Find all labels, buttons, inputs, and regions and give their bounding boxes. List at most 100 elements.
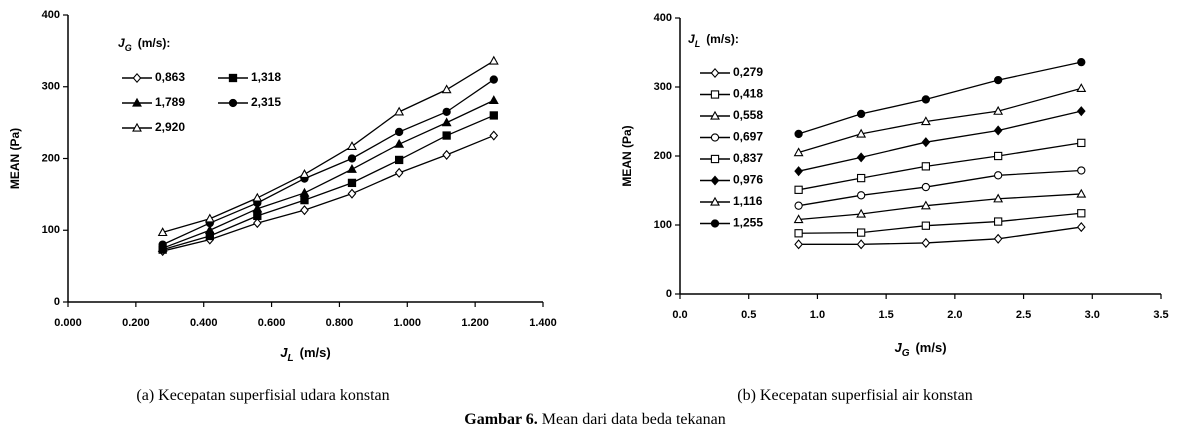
legend-label: 1,255 xyxy=(733,216,763,230)
marker xyxy=(253,211,262,221)
marker xyxy=(1077,209,1086,218)
legend-label: 0,863 xyxy=(155,70,185,84)
marker xyxy=(489,111,498,120)
y-tick-label: 200 xyxy=(654,150,672,162)
caption-label: Gambar 6. xyxy=(464,411,537,428)
y-tick-label: 300 xyxy=(42,81,60,93)
y-tick-label: 100 xyxy=(654,219,672,231)
legend-marker xyxy=(710,90,720,99)
y-tick-label: 300 xyxy=(654,81,672,93)
y-tick-label: 400 xyxy=(654,12,672,24)
legend-marker xyxy=(710,67,720,79)
x-tick-label: 0.000 xyxy=(54,317,82,329)
figure-caption: Gambar 6. Mean dari data beda tekanan xyxy=(464,411,725,428)
marker xyxy=(794,129,803,139)
caption-text: Mean dari data beda tekanan xyxy=(542,411,726,428)
legend-label: 0,976 xyxy=(733,173,763,187)
axis-label: JL (m/s) xyxy=(280,345,330,364)
marker xyxy=(442,149,451,160)
marker xyxy=(252,218,262,229)
marker xyxy=(252,192,263,202)
marker xyxy=(347,154,357,163)
y-tick-label: 200 xyxy=(42,152,60,164)
marker xyxy=(794,166,803,177)
marker xyxy=(489,75,498,84)
marker xyxy=(442,131,451,140)
marker xyxy=(993,193,1004,203)
marker xyxy=(920,116,931,126)
legend-marker xyxy=(228,98,238,108)
marker xyxy=(794,201,803,210)
marker xyxy=(252,203,263,213)
marker xyxy=(204,213,215,223)
marker xyxy=(794,239,803,250)
label-symbol: J xyxy=(280,345,288,360)
series-line xyxy=(798,193,1082,221)
legend-label: 0,558 xyxy=(733,108,763,122)
marker xyxy=(394,138,405,148)
x-tick-label: 1.400 xyxy=(529,317,557,329)
y-tick-label: 100 xyxy=(42,224,60,236)
y-axis-label: MEAN (Pa) xyxy=(8,128,22,189)
axis-label: JL (m/s): xyxy=(688,32,739,49)
label-subscript: L xyxy=(288,353,294,364)
marker xyxy=(856,128,867,138)
legend-label: 1,789 xyxy=(155,95,185,109)
series-line xyxy=(798,61,1082,135)
marker xyxy=(204,225,215,234)
marker xyxy=(921,237,931,248)
marker xyxy=(1077,138,1086,148)
marker xyxy=(856,228,866,237)
legend-marker xyxy=(132,72,142,84)
marker xyxy=(157,227,168,237)
marker xyxy=(1076,106,1086,117)
marker xyxy=(394,127,404,137)
x-tick-label: 0.800 xyxy=(326,317,354,329)
series-line xyxy=(162,134,495,252)
marker xyxy=(1076,188,1087,198)
legend-marker xyxy=(710,133,720,142)
series-line xyxy=(798,226,1082,245)
x-tick-label: 0.200 xyxy=(122,317,150,329)
x-tick-label: 0.5 xyxy=(741,309,756,321)
label-subscript: L xyxy=(695,39,701,49)
legend-marker xyxy=(710,196,720,206)
x-tick-label: 1.200 xyxy=(461,317,489,329)
marker xyxy=(793,147,804,157)
label-symbol: J xyxy=(894,340,902,355)
marker xyxy=(1077,166,1086,175)
marker xyxy=(158,240,167,249)
x-tick-label: 0.400 xyxy=(190,317,218,329)
marker xyxy=(993,75,1003,85)
legend-label: 1,318 xyxy=(251,70,281,84)
marker xyxy=(856,109,866,119)
marker xyxy=(347,188,357,199)
marker xyxy=(856,173,866,183)
legend-marker xyxy=(710,110,720,120)
legend-marker xyxy=(710,219,720,228)
label-symbol: J xyxy=(688,32,695,46)
marker xyxy=(299,187,310,197)
legend-label: 0,418 xyxy=(733,87,763,101)
x-tick-label: 1.5 xyxy=(878,309,893,321)
series-line xyxy=(798,169,1082,207)
marker xyxy=(856,152,866,163)
series-line xyxy=(798,142,1082,191)
series-line xyxy=(162,60,495,234)
marker xyxy=(993,151,1003,161)
legend-marker xyxy=(710,175,720,186)
marker xyxy=(441,84,452,94)
marker xyxy=(921,95,931,104)
marker xyxy=(442,107,451,117)
marker xyxy=(489,130,499,141)
label-unit: (m/s): xyxy=(706,32,739,46)
y-axis-label: MEAN (Pa) xyxy=(620,125,634,186)
marker xyxy=(488,95,499,105)
marker xyxy=(1077,58,1086,67)
y-tick-label: 400 xyxy=(42,9,60,21)
legend-label: 0,279 xyxy=(733,65,763,79)
marker xyxy=(993,217,1003,226)
marker xyxy=(488,55,499,65)
marker xyxy=(921,137,931,148)
